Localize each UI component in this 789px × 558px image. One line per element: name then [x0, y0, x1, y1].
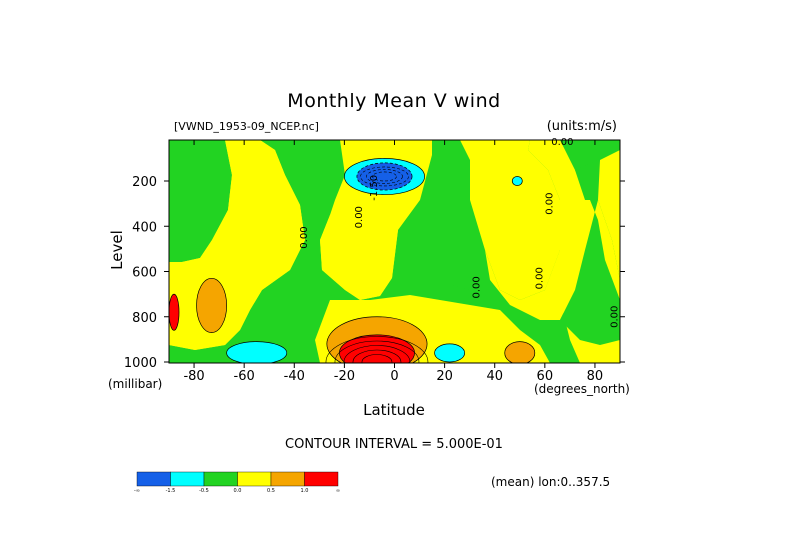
contour-line	[343, 345, 411, 363]
colorbar: -∞ -1.5 -0.5 0.0 0.5 1.0 ∞	[134, 471, 340, 494]
x-tick-label: -40	[284, 369, 305, 384]
x-tick-label: -80	[183, 369, 204, 384]
x-tick-label: 80	[587, 369, 604, 384]
contour-label: 0.00	[472, 276, 483, 298]
colorbar-swatch	[270, 471, 305, 487]
x-axis-unit: (degrees_north)	[534, 382, 630, 396]
contour-label: 0.00	[551, 137, 573, 148]
band-negative-weak-region	[169, 140, 232, 262]
contour-line	[325, 336, 429, 363]
y-tick-label: 800	[132, 311, 157, 326]
contour-region-neg-weak	[226, 341, 288, 363]
contour-region-pos-moderate	[504, 341, 536, 363]
contour-region-neg-weak	[511, 176, 523, 186]
dataset-label: [VWND_1953-09_NCEP.nc]	[174, 120, 319, 133]
colorbar-bound-label: 0.5	[267, 488, 275, 494]
band-positive-weak-region	[320, 200, 398, 300]
colorbar-swatch	[237, 471, 272, 487]
contour-region-pos-strong	[169, 293, 180, 331]
y-tick-label: 200	[132, 175, 157, 190]
colorbar-swatch	[136, 471, 171, 487]
colorbar-swatch	[203, 471, 238, 487]
contour-line-negative	[366, 169, 403, 184]
contour-label: 0.00	[299, 226, 310, 248]
contour-line-negative	[360, 166, 409, 187]
x-tick-label: 0	[390, 369, 398, 384]
contour-line-negative	[372, 171, 397, 182]
colorbar-bound-label: 1.0	[301, 488, 309, 494]
x-tick-label: 20	[436, 369, 453, 384]
y-tick-label: 1000	[124, 356, 157, 371]
band-positive-weak-region	[485, 140, 585, 320]
colorbar-bound-label: -∞	[134, 488, 140, 494]
colorbar-swatch	[170, 471, 205, 487]
colorbar-swatch	[304, 471, 339, 487]
band-negative-weak-region	[169, 140, 620, 363]
y-tick-label: 600	[132, 266, 157, 281]
contour-interval-text: CONTOUR INTERVAL = 5.000E-01	[285, 437, 503, 452]
contour-region-neg-weak	[434, 343, 466, 363]
x-tick-label: 40	[486, 369, 503, 384]
contour-region-surface-max	[339, 334, 415, 363]
chart-title: Monthly Mean V wind	[287, 90, 500, 112]
contour-label: 0.00	[544, 192, 555, 214]
x-tick-label: -20	[334, 369, 355, 384]
y-axis-label: Level	[108, 230, 126, 270]
x-axis-label: Latitude	[363, 401, 425, 419]
y-tick-label: 400	[132, 220, 157, 235]
band-negative-weak-region	[440, 250, 480, 290]
contour-line	[352, 349, 402, 363]
contour-label: 0.00	[534, 267, 545, 289]
colorbar-bound-label: 0.0	[234, 488, 242, 494]
contour-line	[361, 354, 393, 363]
plot-area	[169, 140, 620, 363]
x-tick-label: 60	[537, 369, 554, 384]
colorbar-bound-label: -1.5	[166, 488, 176, 494]
band-negative-weak-region	[560, 160, 620, 345]
contour-label: 0.00	[354, 206, 365, 228]
contour-line	[334, 340, 420, 363]
y-axis-unit: (millibar)	[108, 377, 162, 391]
mean-longitude-text: (mean) lon:0..357.5	[491, 475, 610, 489]
units-label: (units:m/s)	[547, 119, 617, 134]
x-tick-label: -60	[234, 369, 255, 384]
contour-region-pos-moderate	[196, 277, 227, 333]
colorbar-bound-label: -0.5	[199, 488, 209, 494]
contour-region-jet-core	[356, 162, 413, 191]
contour-label: -1.50	[369, 175, 380, 201]
colorbar-bound-label: ∞	[336, 488, 340, 494]
contour-label: 0.00	[609, 306, 620, 328]
